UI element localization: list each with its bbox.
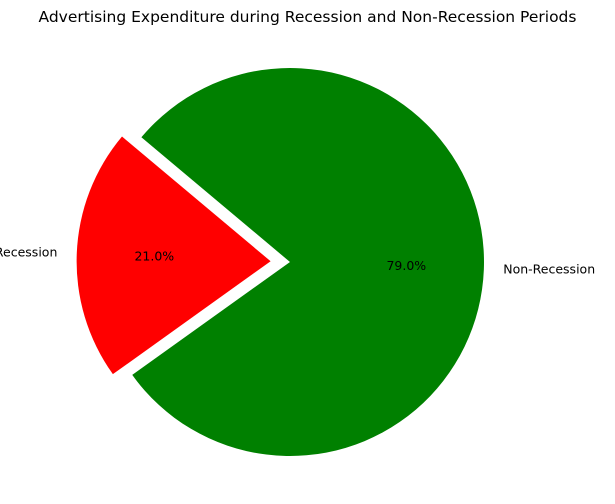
- percent-label-recession: 21.0%: [134, 248, 174, 263]
- chart-title: Advertising Expenditure during Recession…: [38, 8, 577, 26]
- category-label-non-recession: Non-Recession: [503, 262, 595, 277]
- pie-slice-non-recession: [132, 68, 484, 457]
- category-label-recession: Recession: [0, 245, 57, 260]
- pie-slice-recession: [76, 136, 271, 375]
- percent-label-non-recession: 79.0%: [386, 258, 426, 273]
